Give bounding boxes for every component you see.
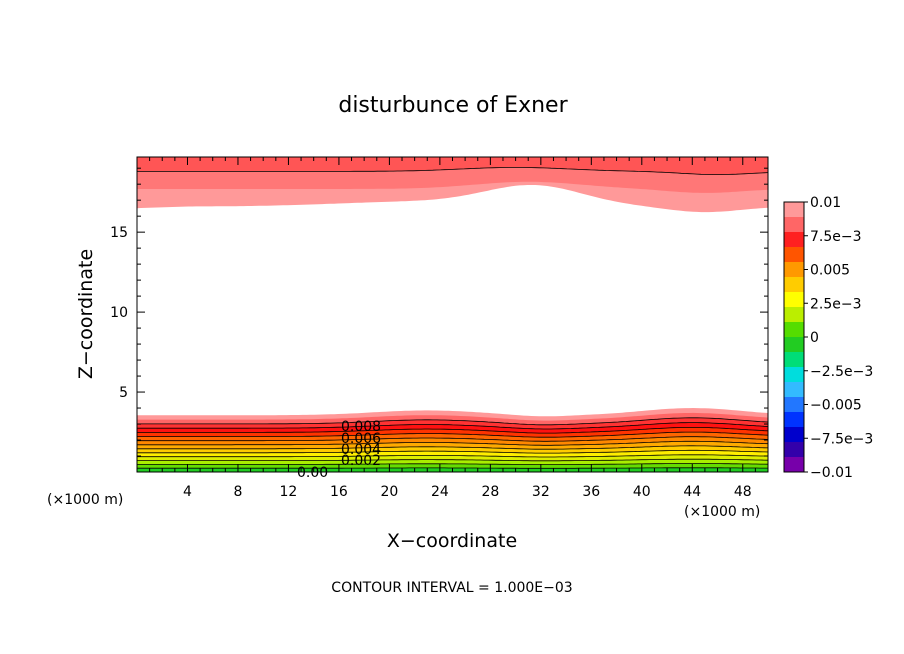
x-tick-label: 20 (380, 484, 398, 500)
colorbar-tick-label: −7.5e−3 (810, 431, 873, 447)
x-tick-label: 16 (330, 484, 348, 500)
colorbar-cell (784, 412, 804, 427)
colorbar-cell (784, 202, 804, 217)
colorbar-labels: 0.01 7.5e−3 0.005 2.5e−3 0 −2.5e−3 −0.005 −7.5e… (804, 195, 873, 481)
contour-labels: 0.008 0.006 0.004 0.002 0.00 (297, 419, 381, 481)
colorbar-cell (784, 427, 804, 442)
colorbar-cell (784, 442, 804, 457)
contour-line (137, 440, 769, 446)
contour-line (137, 431, 769, 438)
bottom-color-bands (137, 408, 768, 472)
contour-line (137, 417, 769, 426)
colorbar-cell (784, 457, 804, 472)
contour-line (137, 445, 769, 450)
x-tick-label: 48 (734, 484, 752, 500)
x-tick-label: 44 (683, 484, 701, 500)
y-tick-label: 15 (110, 225, 128, 241)
colorbar-tick-label: 0.01 (810, 195, 841, 211)
x-tick-label: 40 (633, 484, 651, 500)
contour-line (137, 427, 769, 434)
y-tick-label: 10 (110, 305, 128, 321)
plot-area: 0.008 0.006 0.004 0.002 0.00 (136, 156, 769, 481)
colorbar-cell (784, 397, 804, 412)
colorbar-tick-label: −2.5e−3 (810, 364, 873, 380)
contour-label: 0.002 (341, 453, 381, 469)
y-axis-label: Z−coordinate (75, 249, 97, 379)
colorbar-cell (784, 217, 804, 232)
contour-label: 0.006 (341, 431, 381, 447)
colorbar-tick-label: 0 (810, 330, 819, 346)
colorbar-tick-label: −0.01 (810, 465, 853, 481)
contour-line (137, 458, 769, 462)
colorbar-cell (784, 277, 804, 292)
contour-label: 0.008 (341, 419, 381, 435)
colorbar-cell (784, 307, 804, 322)
x-tick-label: 28 (481, 484, 499, 500)
x-tick-label: 36 (582, 484, 600, 500)
colorbar-cells (784, 202, 804, 472)
y-tick-labels: 5 10 15 (110, 225, 128, 401)
colorbar-cell (784, 352, 804, 367)
colorbar-cell (784, 367, 804, 382)
x-tick-label: 12 (280, 484, 298, 500)
colorbar-tick-label: −0.005 (810, 398, 862, 414)
colorbar-cell (784, 232, 804, 247)
colorbar: 0.01 7.5e−3 0.005 2.5e−3 0 −2.5e−3 −0.005 −7.5e… (783, 195, 873, 481)
contour-label: 0.00 (297, 465, 328, 481)
colorbar-cell (784, 292, 804, 307)
y-tick-label: 5 (119, 385, 128, 401)
x-axis-label: X−coordinate (387, 530, 517, 552)
colorbar-tick-label: 2.5e−3 (810, 296, 862, 312)
colorbar-cell (784, 322, 804, 337)
x-tick-label: 8 (233, 484, 242, 500)
contour-line (137, 463, 769, 465)
colorbar-cell (784, 382, 804, 397)
contour-label: 0.004 (341, 442, 381, 458)
colorbar-tick-label: 0.005 (810, 263, 850, 279)
contour-line (137, 436, 769, 442)
contour-lines (137, 167, 769, 469)
contour-line (137, 449, 769, 454)
colorbar-cell (784, 337, 804, 352)
contour-line (137, 167, 769, 175)
axis-ticks (137, 157, 768, 472)
x-unit-note-right: (×1000 m) (684, 504, 760, 520)
contour-line (137, 454, 769, 458)
x-tick-label: 24 (431, 484, 449, 500)
x-tick-labels: 4 8 12 16 20 24 28 32 36 40 44 48 (183, 484, 752, 500)
x-unit-note-left: (×1000 m) (47, 492, 123, 508)
colorbar-cell (784, 247, 804, 262)
x-tick-label: 32 (532, 484, 550, 500)
contour-interval-note: CONTOUR INTERVAL = 1.000E−03 (331, 580, 572, 596)
colorbar-cell (784, 262, 804, 277)
chart-title: disturbunce of Exner (338, 93, 568, 118)
contour-line (137, 422, 769, 430)
colorbar-tick-label: 7.5e−3 (810, 229, 862, 245)
x-tick-label: 4 (183, 484, 192, 500)
